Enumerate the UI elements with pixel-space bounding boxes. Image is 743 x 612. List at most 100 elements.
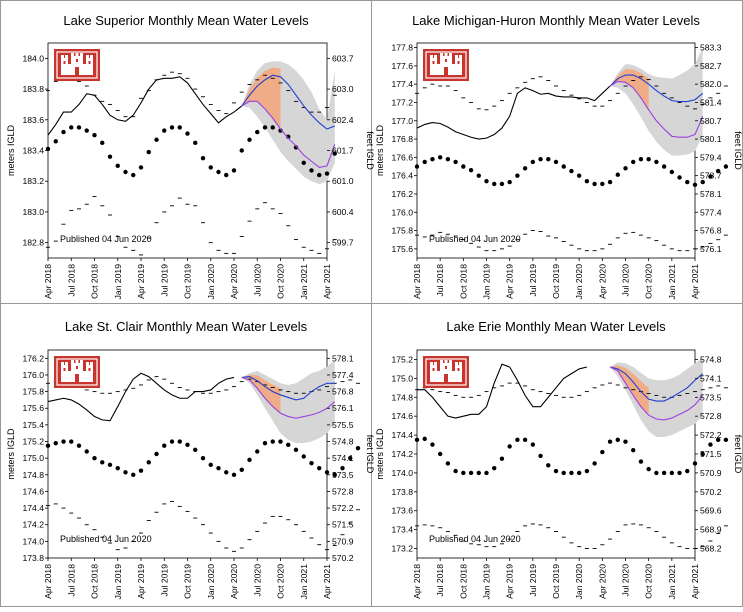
long-term-mean-dot: [340, 465, 345, 471]
long-term-mean-dot: [262, 125, 268, 130]
long-term-mean-dot: [69, 439, 74, 444]
long-term-mean-dot: [592, 461, 597, 466]
long-term-mean-dot: [146, 149, 151, 155]
right-tick-label: 572.8: [332, 486, 354, 496]
left-tick-label: 173.6: [391, 506, 413, 516]
logo-merlon: [440, 53, 443, 56]
long-term-mean-dot: [561, 164, 566, 169]
y-axis-label: meters IGLD: [6, 428, 16, 480]
long-term-mean-dot: [107, 462, 113, 468]
observed-level-line: [416, 85, 611, 140]
left-tick-label: 173.2: [391, 544, 413, 554]
long-term-mean-dot: [301, 454, 306, 459]
x-tick-label: Jul 2018: [66, 264, 76, 297]
right-tick-label: 570.2: [332, 553, 354, 563]
x-tick-label: Apr 2020: [597, 564, 607, 599]
logo-window: [445, 366, 447, 369]
forecast-range-band: [241, 359, 335, 444]
long-term-mean-dot: [107, 154, 113, 159]
logo-left-tower: [430, 365, 437, 382]
long-term-mean-dot: [231, 168, 237, 173]
left-tick-label: 183.4: [22, 146, 44, 156]
logo-merlon: [455, 55, 458, 58]
long-term-mean-dot: [654, 159, 659, 165]
left-tick-label: 177.2: [391, 97, 413, 107]
long-term-mean-dot: [270, 439, 275, 444]
left-tick-label: 175.8: [391, 226, 413, 236]
long-term-mean-dot: [546, 463, 551, 468]
x-tick-label: Apr 2018: [43, 264, 53, 299]
right-tick-label: 570.9: [332, 536, 354, 546]
long-term-mean-dot: [530, 159, 536, 165]
x-tick-label: Jul 2020: [252, 264, 262, 297]
forecast-mean-line: [241, 74, 335, 130]
long-term-mean-dot: [414, 164, 420, 169]
logo-door: [75, 374, 79, 382]
long-term-mean-dot: [286, 134, 291, 139]
long-term-mean-dot: [453, 468, 458, 474]
left-tick-label: 183.2: [22, 176, 44, 186]
long-term-mean-dot: [45, 443, 51, 448]
published-date: Published 04 Jun 2020: [60, 534, 152, 544]
logo-merlon: [434, 362, 437, 365]
logo-merlon: [80, 53, 83, 56]
long-term-mean-dot: [661, 470, 667, 476]
y-axis-label: meters IGLD: [375, 124, 385, 176]
long-term-mean-dot: [700, 451, 705, 457]
right-tick-label: 577.4: [700, 207, 722, 217]
right-tick-label: 601.0: [332, 176, 354, 186]
long-term-mean-dot: [646, 156, 651, 162]
chart-panel-st-clair: Lake St. Clair Monthly Mean Water Levels…: [6, 319, 375, 599]
x-tick-label: Oct 2019: [551, 564, 561, 599]
long-term-mean-dot: [278, 439, 283, 444]
logo-door: [444, 374, 448, 382]
logo-window: [76, 59, 78, 62]
logo-merlon: [459, 55, 462, 58]
logo-inner-border: [425, 358, 467, 386]
logo-window: [432, 368, 435, 371]
x-tick-label: Oct 2020: [276, 564, 286, 599]
long-term-mean-dot: [69, 125, 74, 130]
long-term-mean-dot: [515, 173, 520, 178]
x-tick-label: Jan 2021: [299, 564, 309, 600]
chart-panel-superior: Lake Superior Monthly Mean Water Levels 1…: [6, 13, 375, 299]
y-axis-label: meters IGLD: [6, 124, 16, 176]
forecast-mean-line: [609, 74, 704, 103]
long-term-mean-dot: [208, 165, 213, 170]
long-term-mean-dot: [162, 128, 167, 133]
logo-merlon: [440, 360, 443, 363]
left-tick-label: 174.8: [22, 470, 44, 480]
right-tick-label: 583.3: [700, 43, 722, 53]
long-term-mean-dot: [92, 455, 97, 461]
long-term-mean-dot: [569, 168, 574, 174]
logo-window: [76, 366, 78, 369]
left-tick-label: 174.6: [391, 411, 413, 421]
long-term-mean-dot: [607, 179, 613, 185]
left-tick-label: 175.4: [22, 420, 44, 430]
forecast-near-term-band: [241, 67, 281, 129]
x-tick-label: Apr 2019: [505, 264, 515, 299]
long-term-mean-dot: [216, 465, 221, 471]
right-tick-label: 570.9: [700, 468, 722, 478]
long-term-mean-dot: [309, 168, 314, 173]
left-tick-label: 176.6: [391, 152, 413, 162]
long-term-mean-dot: [437, 155, 443, 160]
chart-title: Lake Erie Monthly Mean Water Levels: [446, 319, 666, 334]
x-tick-label: Jul 2020: [621, 264, 631, 297]
left-tick-label: 184.0: [22, 53, 44, 63]
long-term-mean-dot: [492, 465, 497, 471]
right-tick-label: 574.1: [332, 453, 354, 463]
long-term-mean-dot: [309, 460, 314, 466]
left-tick-label: 176.0: [391, 207, 413, 217]
right-tick-label: 582.7: [700, 61, 722, 71]
long-term-mean-dot: [208, 462, 213, 468]
x-tick-label: Jan 2019: [482, 564, 492, 600]
observed-level-line: [47, 76, 243, 136]
logo-window: [88, 368, 91, 371]
right-tick-label: 568.2: [700, 544, 722, 554]
right-tick-label: 572.2: [700, 430, 722, 440]
x-tick-label: Oct 2020: [276, 264, 286, 299]
long-term-mean-dot: [200, 455, 206, 461]
logo-merlon: [61, 55, 64, 58]
right-tick-label: 576.1: [332, 403, 354, 413]
